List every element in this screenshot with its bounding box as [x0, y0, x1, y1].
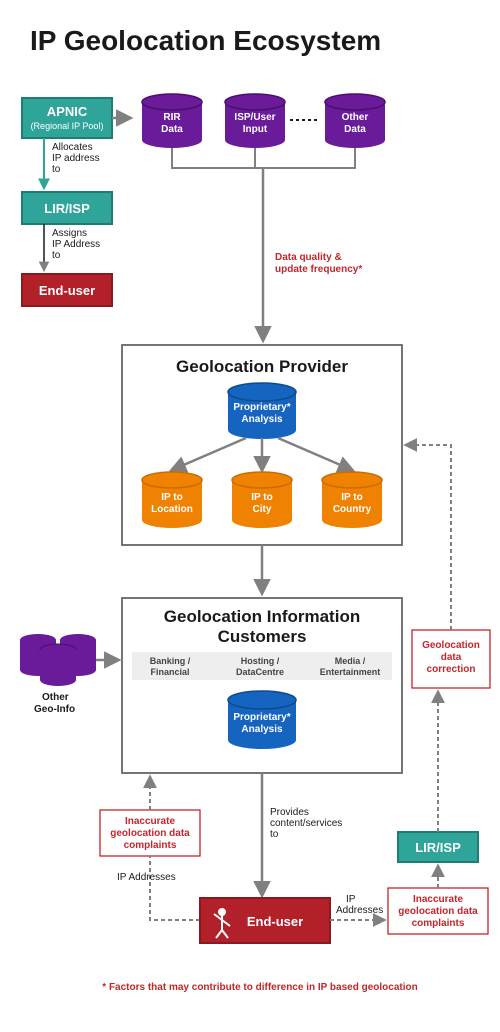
cyl-other-data: Other Data — [325, 94, 385, 148]
provider-panel: Geolocation Provider Proprietary* Analys… — [122, 345, 402, 545]
svg-text:Country: Country — [333, 504, 372, 515]
cyl-proprietary-analysis-customers: Proprietary* Analysis — [228, 691, 296, 749]
svg-text:Inaccurate: Inaccurate — [125, 816, 175, 827]
cyl-ip-country: IP to Country — [322, 472, 382, 528]
svg-text:LIR/ISP: LIR/ISP — [44, 201, 90, 216]
svg-text:Inaccurate: Inaccurate — [413, 894, 463, 905]
svg-text:End-user: End-user — [247, 914, 303, 929]
svg-text:Banking /: Banking / — [150, 656, 191, 666]
cyl-ip-location: IP to Location — [142, 472, 202, 528]
svg-text:APNIC: APNIC — [47, 104, 88, 119]
end-user-box: End-user — [22, 274, 112, 306]
svg-text:Analysis: Analysis — [241, 414, 283, 425]
svg-text:correction: correction — [427, 664, 476, 675]
svg-text:IP address: IP address — [52, 153, 100, 164]
apnic-box: APNIC (Regional IP Pool) — [22, 98, 112, 138]
svg-text:complaints: complaints — [124, 840, 177, 851]
complaints-box-right: Inaccurate geolocation data complaints — [388, 888, 488, 934]
svg-text:Other: Other — [42, 692, 69, 703]
complaints-box-left: Inaccurate geolocation data complaints — [100, 810, 200, 856]
cyl-proprietary-analysis-provider: Proprietary* Analysis — [228, 383, 296, 439]
svg-text:ISP/User: ISP/User — [234, 112, 275, 123]
svg-text:Other: Other — [342, 112, 369, 123]
svg-text:Geo-Info: Geo-Info — [34, 704, 75, 715]
svg-text:Geolocation: Geolocation — [422, 640, 480, 651]
svg-text:Provides: Provides — [270, 807, 309, 818]
svg-text:update frequency*: update frequency* — [275, 264, 362, 275]
svg-text:Data quality &: Data quality & — [275, 252, 342, 263]
svg-text:Proprietary*: Proprietary* — [233, 712, 290, 723]
footnote: * Factors that may contribute to differe… — [102, 982, 417, 993]
svg-text:Geolocation Information: Geolocation Information — [164, 607, 360, 626]
arrow-enduser-to-complaints — [150, 856, 200, 920]
svg-text:IP Address: IP Address — [52, 239, 100, 250]
svg-text:DataCentre: DataCentre — [236, 667, 284, 677]
svg-text:complaints: complaints — [412, 918, 465, 929]
lir-isp-box: LIR/ISP — [22, 192, 112, 224]
svg-text:IP to: IP to — [251, 492, 272, 503]
svg-text:to: to — [52, 250, 61, 261]
svg-text:geolocation data: geolocation data — [398, 906, 478, 917]
svg-text:to: to — [270, 829, 279, 840]
svg-text:Financial: Financial — [150, 667, 189, 677]
cyl-isp-input: ISP/User Input — [225, 94, 285, 148]
cyl-ip-city: IP to City — [232, 472, 292, 528]
diagram-title: IP Geolocation Ecosystem — [30, 25, 381, 56]
svg-text:data: data — [441, 652, 462, 663]
svg-text:City: City — [253, 504, 272, 515]
svg-text:(Regional IP Pool): (Regional IP Pool) — [31, 121, 104, 131]
svg-text:Entertainment: Entertainment — [320, 667, 381, 677]
svg-text:Location: Location — [151, 504, 193, 515]
svg-text:Hosting /: Hosting / — [241, 656, 280, 666]
svg-text:IP: IP — [346, 894, 356, 905]
svg-text:Geolocation Provider: Geolocation Provider — [176, 357, 348, 376]
correction-box: Geolocation data correction — [412, 630, 490, 688]
svg-text:IP to: IP to — [161, 492, 182, 503]
svg-text:Media /: Media / — [335, 656, 366, 666]
customers-panel: Geolocation Information Customers Bankin… — [122, 598, 402, 773]
svg-text:Data: Data — [344, 124, 366, 135]
cyl-rir: RIR Data — [142, 94, 202, 148]
svg-text:geolocation data: geolocation data — [110, 828, 190, 839]
svg-text:Proprietary*: Proprietary* — [233, 402, 290, 413]
svg-text:content/services: content/services — [270, 818, 342, 829]
other-geo-cluster: Other Geo-Info — [20, 634, 96, 715]
lir-isp-right-box: LIR/ISP — [398, 832, 478, 862]
svg-text:Input: Input — [243, 124, 268, 135]
svg-text:End-user: End-user — [39, 283, 95, 298]
merge-lines — [172, 148, 355, 168]
svg-text:to: to — [52, 164, 61, 175]
svg-text:Analysis: Analysis — [241, 724, 283, 735]
end-user-bottom-box: End-user — [200, 898, 330, 943]
svg-text:Customers: Customers — [218, 627, 307, 646]
svg-text:Addresses: Addresses — [336, 905, 383, 916]
svg-text:Allocates: Allocates — [52, 142, 93, 153]
svg-text:RIR: RIR — [163, 112, 181, 123]
svg-text:IP to: IP to — [341, 492, 362, 503]
arrow-correction-to-provider — [406, 445, 451, 630]
svg-text:IP Addresses: IP Addresses — [117, 872, 176, 883]
svg-text:Data: Data — [161, 124, 183, 135]
svg-text:LIR/ISP: LIR/ISP — [415, 840, 461, 855]
svg-text:Assigns: Assigns — [52, 228, 87, 239]
